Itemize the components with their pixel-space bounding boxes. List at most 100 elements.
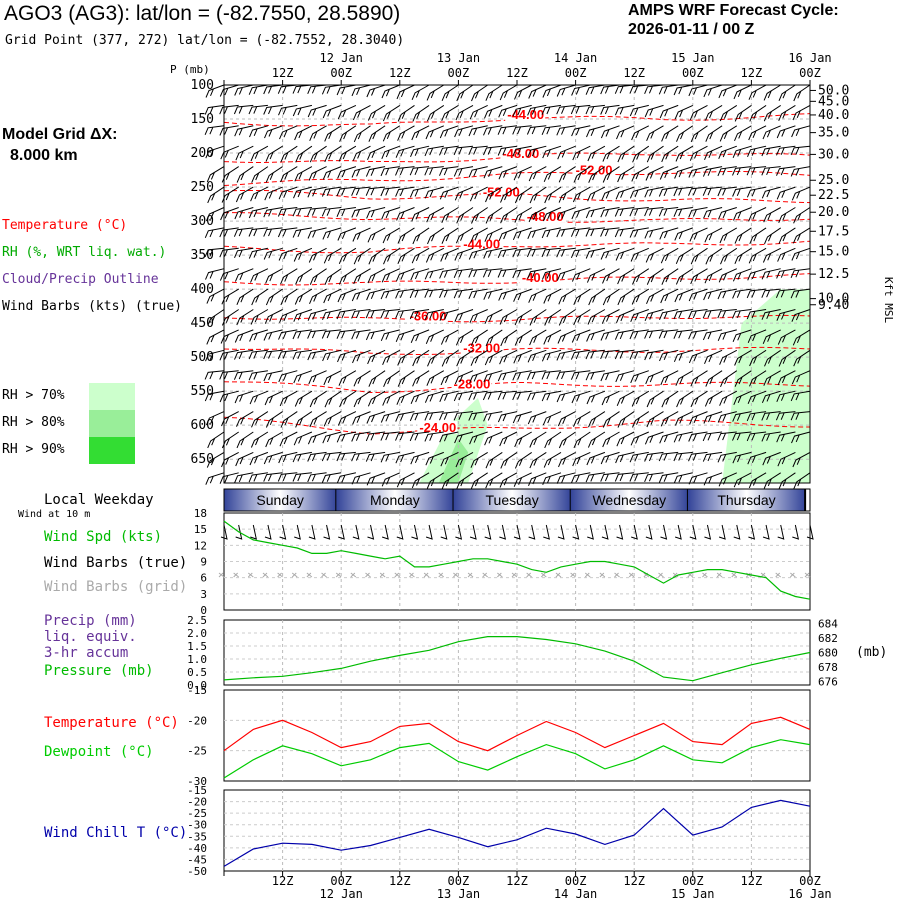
wind-barb	[732, 431, 752, 441]
wind-barb	[365, 329, 386, 341]
wind-barb	[704, 104, 723, 121]
wind-barb	[425, 247, 445, 263]
wind-barb	[440, 247, 459, 262]
wind-barb	[585, 207, 606, 219]
true-wind-barb	[499, 524, 507, 540]
wind-barb	[454, 247, 474, 261]
wind-barb	[468, 125, 488, 137]
wind-barb	[585, 349, 605, 360]
wind-barb	[263, 349, 283, 360]
wind-barb	[778, 227, 796, 244]
temp-panel-tick-label: -20	[187, 714, 207, 727]
wind-barb	[381, 84, 400, 99]
height-tick-label: 20.0	[818, 205, 849, 220]
wind-barb	[207, 186, 225, 204]
height-tick-label: 12.5	[818, 267, 849, 282]
wind-barb	[454, 431, 474, 444]
wind-speed-line	[223, 520, 811, 600]
wind-barb	[236, 309, 254, 326]
wind-barb	[734, 104, 752, 122]
wind-barb	[324, 268, 342, 285]
wind-barb	[543, 329, 562, 345]
wind-barb	[219, 349, 239, 361]
wind-barb	[351, 451, 371, 462]
wind-barb	[514, 329, 532, 346]
height-axis-title: Kft MSL	[882, 277, 895, 324]
wind-barb	[469, 186, 488, 202]
wind-barb	[661, 145, 679, 163]
height-tick-label: 25.0	[818, 173, 849, 188]
wind-barb	[542, 84, 562, 98]
wind-barb	[233, 227, 254, 237]
wind-barb	[439, 431, 459, 443]
wind-barb	[248, 472, 268, 483]
grid-wind-barb	[716, 572, 723, 578]
wind-barb	[500, 329, 518, 347]
wind-barb	[688, 84, 708, 97]
wind-barb	[439, 411, 459, 421]
wind-barb	[775, 288, 796, 298]
wind-barb	[292, 227, 312, 238]
wind-barb	[630, 247, 649, 262]
wind-barb	[396, 207, 415, 221]
wind-barb	[704, 227, 723, 243]
wind-barb	[542, 472, 562, 485]
wind-barb	[558, 166, 576, 183]
true-wind-barb	[733, 524, 741, 540]
wind-barb	[512, 268, 532, 279]
height-tick-label: 50.0	[818, 83, 849, 98]
wind-barb	[761, 186, 781, 199]
wind-barb	[337, 227, 357, 241]
wind-barb	[265, 145, 283, 162]
wind-barb	[395, 431, 415, 441]
wind-barb	[734, 125, 752, 141]
wind-barb	[513, 166, 532, 181]
pressure-tick-label: 550	[191, 384, 214, 399]
wind-barb	[264, 186, 283, 201]
precip-panel-tick-label: 1.0	[187, 653, 207, 666]
wind-barb	[630, 431, 649, 446]
wind-barb	[690, 390, 708, 408]
wind-barb	[644, 309, 664, 321]
wind-barb	[336, 472, 357, 484]
wind-barb	[660, 411, 679, 427]
wind-barb	[468, 166, 488, 178]
wind-barb	[336, 309, 356, 320]
wind-barb	[541, 227, 562, 239]
wind-barb	[338, 247, 357, 264]
wind-barb	[205, 411, 225, 426]
wind-barb	[483, 145, 503, 156]
wind-barb	[688, 431, 708, 442]
grid-point-subtitle: Grid Point (377, 272) lat/lon = (-82.755…	[5, 33, 405, 48]
wind-barb	[658, 186, 679, 197]
wind-barb	[353, 370, 371, 387]
wind-barb	[368, 370, 386, 387]
wind-barb	[617, 145, 635, 163]
wind-barb	[703, 207, 723, 219]
grid-wind-barb	[277, 572, 283, 578]
wind-barb	[629, 207, 649, 217]
pressure-axis-title: P (mb)	[170, 63, 210, 76]
wind-barb	[571, 268, 591, 282]
wind-barb	[454, 309, 474, 322]
wind-barb	[629, 227, 649, 238]
wind-barb	[717, 309, 737, 319]
wind-barb	[307, 472, 327, 483]
true-wind-barb	[411, 524, 419, 540]
wind-barb	[427, 349, 445, 367]
wind-barb	[204, 247, 225, 258]
wind-barb	[469, 104, 488, 120]
isotherm-label-bg	[480, 185, 521, 199]
wind-barb	[249, 125, 269, 138]
wind-barb	[324, 145, 342, 163]
wind-barb	[455, 227, 474, 244]
wind-barb	[353, 125, 371, 143]
bottom-hour-label: 00Z	[565, 874, 587, 888]
wind-barb	[381, 207, 400, 220]
wind-barb	[761, 288, 781, 298]
wind-barb	[571, 84, 591, 96]
wind-barb	[380, 309, 400, 319]
wind-barb	[703, 411, 723, 424]
wind-barb	[791, 370, 811, 385]
